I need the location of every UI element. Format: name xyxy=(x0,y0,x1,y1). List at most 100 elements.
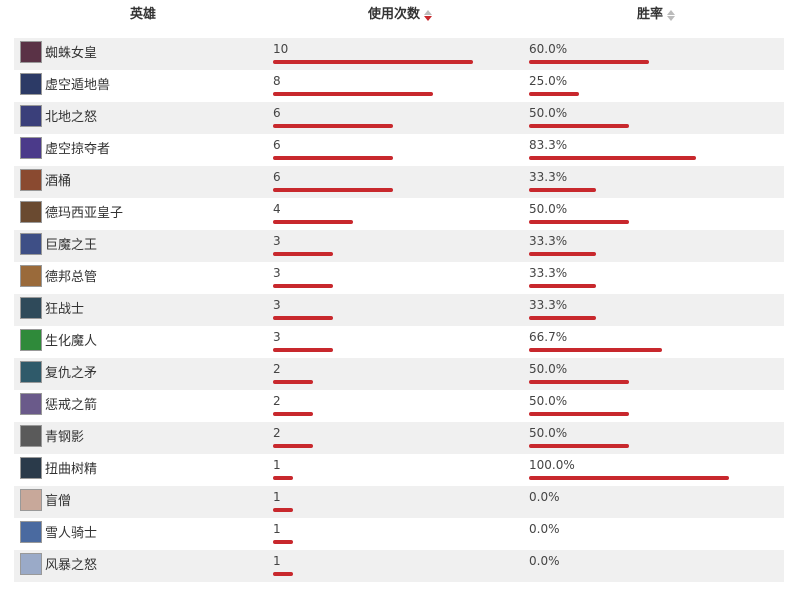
table-row: 德玛西亚皇子 4 50.0% xyxy=(14,198,784,230)
winrate-bar xyxy=(529,412,629,416)
table-row: 盲僧 1 0.0% xyxy=(14,486,784,518)
winrate-bar xyxy=(529,380,629,384)
winrate-value: 50.0% xyxy=(529,362,568,376)
hero-avatar xyxy=(20,425,42,447)
winrate-value: 25.0% xyxy=(529,74,568,88)
table-row: 蜘蛛女皇 10 60.0% xyxy=(14,38,784,70)
winrate-value: 33.3% xyxy=(529,266,568,280)
winrate-bar xyxy=(529,284,596,288)
hero-stats-table: 英雄 使用次数 胜率 蜘蛛女皇 10 60.0% 虚空遁地兽 8 25.0% 北地之怒 6 50… xyxy=(14,0,784,582)
usage-bar xyxy=(273,92,433,96)
usage-count: 10 xyxy=(273,42,289,56)
hero-name: 风暴之怒 xyxy=(45,558,98,573)
hero-name: 青钢影 xyxy=(45,430,85,445)
header-winrate-sort[interactable]: 胜率 xyxy=(528,5,784,25)
winrate-bar xyxy=(529,476,729,480)
table-row: 青钢影 2 50.0% xyxy=(14,422,784,454)
usage-count: 2 xyxy=(273,362,281,376)
usage-bar xyxy=(273,348,333,352)
hero-name: 惩戒之箭 xyxy=(45,398,98,413)
header-hero: 英雄 xyxy=(14,5,272,25)
usage-bar xyxy=(273,156,393,160)
usage-count: 1 xyxy=(273,554,281,568)
hero-avatar xyxy=(20,457,42,479)
winrate-bar xyxy=(529,348,663,352)
usage-count: 2 xyxy=(273,394,281,408)
winrate-value: 83.3% xyxy=(529,138,568,152)
table-row: 虚空遁地兽 8 25.0% xyxy=(14,70,784,102)
hero-name: 复仇之矛 xyxy=(45,366,98,381)
table-body: 蜘蛛女皇 10 60.0% 虚空遁地兽 8 25.0% 北地之怒 6 50.0% 虚空掠夺者 6 83… xyxy=(14,38,784,582)
usage-bar xyxy=(273,220,353,224)
table-row: 虚空掠夺者 6 83.3% xyxy=(14,134,784,166)
hero-name: 狂战士 xyxy=(45,302,85,317)
winrate-value: 50.0% xyxy=(529,202,568,216)
usage-count: 8 xyxy=(273,74,281,88)
table-row: 北地之怒 6 50.0% xyxy=(14,102,784,134)
hero-name: 酒桶 xyxy=(45,174,72,189)
usage-bar xyxy=(273,380,313,384)
usage-count: 3 xyxy=(273,298,281,312)
hero-name: 德玛西亚皇子 xyxy=(45,206,124,221)
table-row: 复仇之矛 2 50.0% xyxy=(14,358,784,390)
winrate-bar xyxy=(529,188,596,192)
sort-icon[interactable] xyxy=(424,9,432,21)
hero-avatar xyxy=(20,361,42,383)
usage-bar xyxy=(273,412,313,416)
table-row: 惩戒之箭 2 50.0% xyxy=(14,390,784,422)
winrate-bar xyxy=(529,252,596,256)
hero-name: 德邦总管 xyxy=(45,270,98,285)
hero-name: 扭曲树精 xyxy=(45,462,98,477)
hero-avatar xyxy=(20,233,42,255)
hero-avatar xyxy=(20,265,42,287)
winrate-bar xyxy=(529,444,629,448)
winrate-value: 33.3% xyxy=(529,298,568,312)
header-usage-sort[interactable]: 使用次数 xyxy=(272,5,528,25)
winrate-bar xyxy=(529,92,579,96)
usage-bar xyxy=(273,476,293,480)
winrate-bar xyxy=(529,220,629,224)
usage-bar xyxy=(273,252,333,256)
winrate-bar xyxy=(529,124,629,128)
header-usage-label[interactable]: 使用次数 xyxy=(367,7,420,22)
usage-count: 6 xyxy=(273,106,281,120)
hero-name: 虚空掠夺者 xyxy=(45,142,111,157)
usage-bar xyxy=(273,444,313,448)
table-row: 风暴之怒 1 0.0% xyxy=(14,550,784,582)
hero-name: 生化魔人 xyxy=(45,334,98,349)
usage-count: 1 xyxy=(273,522,281,536)
usage-count: 1 xyxy=(273,490,281,504)
table-row: 巨魔之王 3 33.3% xyxy=(14,230,784,262)
hero-avatar xyxy=(20,41,42,63)
sort-desc-icon xyxy=(667,15,675,21)
table-row: 生化魔人 3 66.7% xyxy=(14,326,784,358)
hero-avatar xyxy=(20,105,42,127)
usage-count: 6 xyxy=(273,170,281,184)
usage-bar xyxy=(273,188,393,192)
table-row: 雪人骑士 1 0.0% xyxy=(14,518,784,550)
table-row: 扭曲树精 1 100.0% xyxy=(14,454,784,486)
winrate-value: 0.0% xyxy=(529,554,560,568)
winrate-value: 50.0% xyxy=(529,106,568,120)
hero-avatar xyxy=(20,297,42,319)
winrate-bar xyxy=(529,316,596,320)
usage-bar xyxy=(273,60,473,64)
usage-count: 3 xyxy=(273,266,281,280)
hero-name: 雪人骑士 xyxy=(45,526,98,541)
usage-bar xyxy=(273,124,393,128)
sort-icon[interactable] xyxy=(667,9,675,21)
sort-asc-icon xyxy=(667,9,675,15)
winrate-value: 0.0% xyxy=(529,522,560,536)
hero-avatar xyxy=(20,393,42,415)
hero-name: 虚空遁地兽 xyxy=(45,78,111,93)
usage-count: 1 xyxy=(273,458,281,472)
winrate-bar xyxy=(529,60,649,64)
hero-avatar xyxy=(20,169,42,191)
table-row: 狂战士 3 33.3% xyxy=(14,294,784,326)
usage-bar xyxy=(273,284,333,288)
table-header: 英雄 使用次数 胜率 xyxy=(14,0,784,30)
usage-bar xyxy=(273,572,293,576)
header-winrate-label[interactable]: 胜率 xyxy=(636,7,663,22)
table-row: 酒桶 6 33.3% xyxy=(14,166,784,198)
usage-count: 3 xyxy=(273,234,281,248)
